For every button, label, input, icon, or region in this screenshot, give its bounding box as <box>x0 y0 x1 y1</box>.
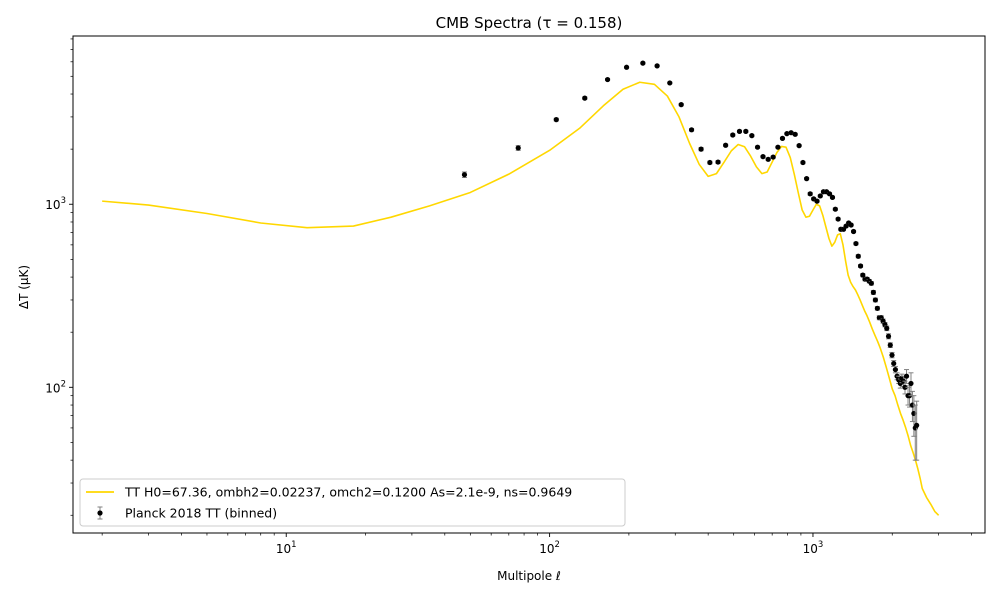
data-point <box>730 132 736 138</box>
data-point <box>765 156 771 162</box>
data-point <box>796 143 802 149</box>
data-point <box>707 159 713 166</box>
data-point <box>903 373 910 379</box>
x-tick-label: 101 <box>276 540 297 556</box>
data-point <box>754 144 761 150</box>
legend-box <box>79 478 626 527</box>
data-point <box>892 366 899 373</box>
legend-entry-label: TT H0=67.36, ombh2=0.02237, omch2=0.1200… <box>124 485 572 500</box>
data-point <box>461 172 468 178</box>
data-point <box>908 380 914 387</box>
data-point <box>604 76 611 83</box>
data-point <box>817 193 823 199</box>
plot-area <box>102 60 940 516</box>
data-point <box>891 360 897 367</box>
legend-swatch-point <box>97 510 103 516</box>
data-point <box>874 305 880 311</box>
data-point <box>688 127 695 133</box>
legend-entry-label: Planck 2018 TT (binned) <box>125 506 277 521</box>
data-point <box>743 128 749 134</box>
data-point <box>914 422 920 428</box>
series-line-tt <box>102 81 940 516</box>
data-point <box>736 128 743 134</box>
data-point <box>885 333 892 339</box>
data-point <box>623 64 630 70</box>
data-point <box>868 280 874 286</box>
legend: TT H0=67.36, ombh2=0.02237, omch2=0.1200… <box>79 478 626 527</box>
data-point <box>850 228 857 235</box>
data-point <box>857 263 864 269</box>
x-axis-label: Multipole ℓ <box>497 569 561 583</box>
data-point <box>884 325 890 331</box>
data-point <box>902 384 908 390</box>
data-point <box>848 222 854 228</box>
data-point <box>582 95 588 101</box>
data-point <box>870 289 876 295</box>
data-point <box>826 191 833 197</box>
y-tick-label: 103 <box>45 196 66 212</box>
data-point <box>804 176 810 182</box>
data-point <box>698 146 704 152</box>
data-point <box>640 60 646 66</box>
data-point <box>553 116 559 123</box>
data-point <box>860 272 866 278</box>
chart-title: CMB Spectra (τ = 0.158) <box>436 14 623 32</box>
data-point <box>855 253 861 259</box>
data-point <box>887 342 893 348</box>
data-point <box>775 144 781 150</box>
data-point <box>792 131 798 137</box>
y-tick-label: 102 <box>45 379 66 395</box>
series-planck-points <box>461 60 920 461</box>
data-point <box>853 240 859 247</box>
data-point <box>788 130 794 136</box>
x-tick-label: 102 <box>539 540 560 556</box>
data-point <box>800 159 806 166</box>
data-point <box>835 216 841 222</box>
data-point <box>832 206 838 212</box>
x-tick-label: 103 <box>803 540 824 556</box>
data-point <box>667 80 673 86</box>
plot-content <box>102 60 940 516</box>
data-point <box>784 131 790 137</box>
data-point <box>749 133 755 139</box>
data-point <box>678 102 684 108</box>
data-point <box>889 352 895 358</box>
data-point <box>807 191 813 197</box>
data-point <box>770 154 776 160</box>
data-point <box>814 198 820 204</box>
data-point <box>723 142 729 148</box>
data-point <box>654 63 660 69</box>
data-point <box>760 154 766 160</box>
data-point <box>829 194 836 200</box>
data-point <box>872 297 878 303</box>
plot-frame <box>72 35 986 534</box>
data-point <box>715 159 721 165</box>
data-point <box>515 145 521 151</box>
y-axis-label: ΔT (μK) <box>17 265 31 309</box>
data-point <box>779 135 786 141</box>
axes: 101 102 103 102 103 <box>45 35 986 556</box>
